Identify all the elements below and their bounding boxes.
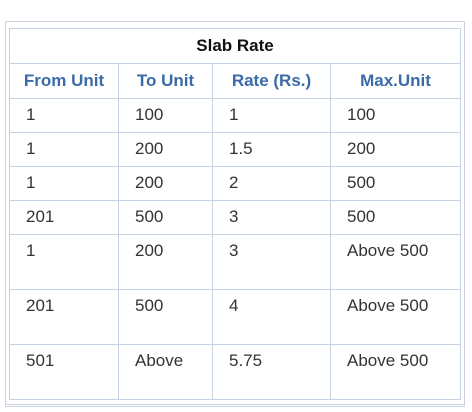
cell-to-unit: 200 bbox=[118, 234, 213, 290]
table-title: Slab Rate bbox=[8, 28, 462, 64]
cell-rate: 3 bbox=[212, 234, 331, 290]
cell-from-unit: 1 bbox=[9, 234, 119, 290]
cell-max-unit: Above 500 bbox=[329, 289, 462, 345]
cell-max-unit: Above 500 bbox=[329, 234, 462, 290]
table-row: 1 200 2 500 bbox=[9, 166, 462, 201]
cell-from-unit: 201 bbox=[9, 289, 119, 345]
header-rate: Rate (Rs.) bbox=[212, 63, 331, 99]
table-row: 1 200 1.5 200 bbox=[9, 132, 462, 167]
cell-max-unit: Above 500 bbox=[329, 344, 462, 400]
cell-rate: 4 bbox=[212, 289, 331, 345]
table-row: 201 500 4 Above 500 bbox=[9, 289, 462, 345]
title-row: Slab Rate bbox=[8, 28, 462, 64]
header-max-unit: Max.Unit bbox=[329, 63, 462, 99]
cell-to-unit: 500 bbox=[118, 289, 213, 345]
cell-rate: 1.5 bbox=[212, 132, 331, 167]
cell-rate: 2 bbox=[212, 166, 331, 201]
cell-to-unit: 200 bbox=[118, 132, 213, 167]
cell-to-unit: 200 bbox=[118, 166, 213, 201]
cell-to-unit: Above bbox=[118, 344, 213, 400]
header-from-unit: From Unit bbox=[9, 63, 119, 99]
header-row: From Unit To Unit Rate (Rs.) Max.Unit bbox=[9, 63, 462, 99]
table-row: 201 500 3 500 bbox=[9, 200, 462, 235]
cell-from-unit: 1 bbox=[9, 132, 119, 167]
cell-from-unit: 501 bbox=[9, 344, 119, 400]
slab-rate-table: Slab Rate From Unit To Unit Rate (Rs.) M… bbox=[8, 28, 462, 400]
cell-to-unit: 100 bbox=[118, 98, 213, 133]
cell-max-unit: 500 bbox=[329, 200, 462, 235]
table-row: 501 Above 5.75 Above 500 bbox=[9, 344, 462, 400]
cell-max-unit: 500 bbox=[329, 166, 462, 201]
cell-from-unit: 1 bbox=[9, 166, 119, 201]
table-row: 1 100 1 100 bbox=[9, 98, 462, 133]
table-row: 1 200 3 Above 500 bbox=[9, 234, 462, 290]
cell-to-unit: 500 bbox=[118, 200, 213, 235]
header-to-unit: To Unit bbox=[118, 63, 213, 99]
cell-from-unit: 201 bbox=[9, 200, 119, 235]
cell-rate: 5.75 bbox=[212, 344, 331, 400]
cell-rate: 3 bbox=[212, 200, 331, 235]
cell-rate: 1 bbox=[212, 98, 331, 133]
cell-max-unit: 200 bbox=[329, 132, 462, 167]
cell-max-unit: 100 bbox=[329, 98, 462, 133]
cell-from-unit: 1 bbox=[9, 98, 119, 133]
